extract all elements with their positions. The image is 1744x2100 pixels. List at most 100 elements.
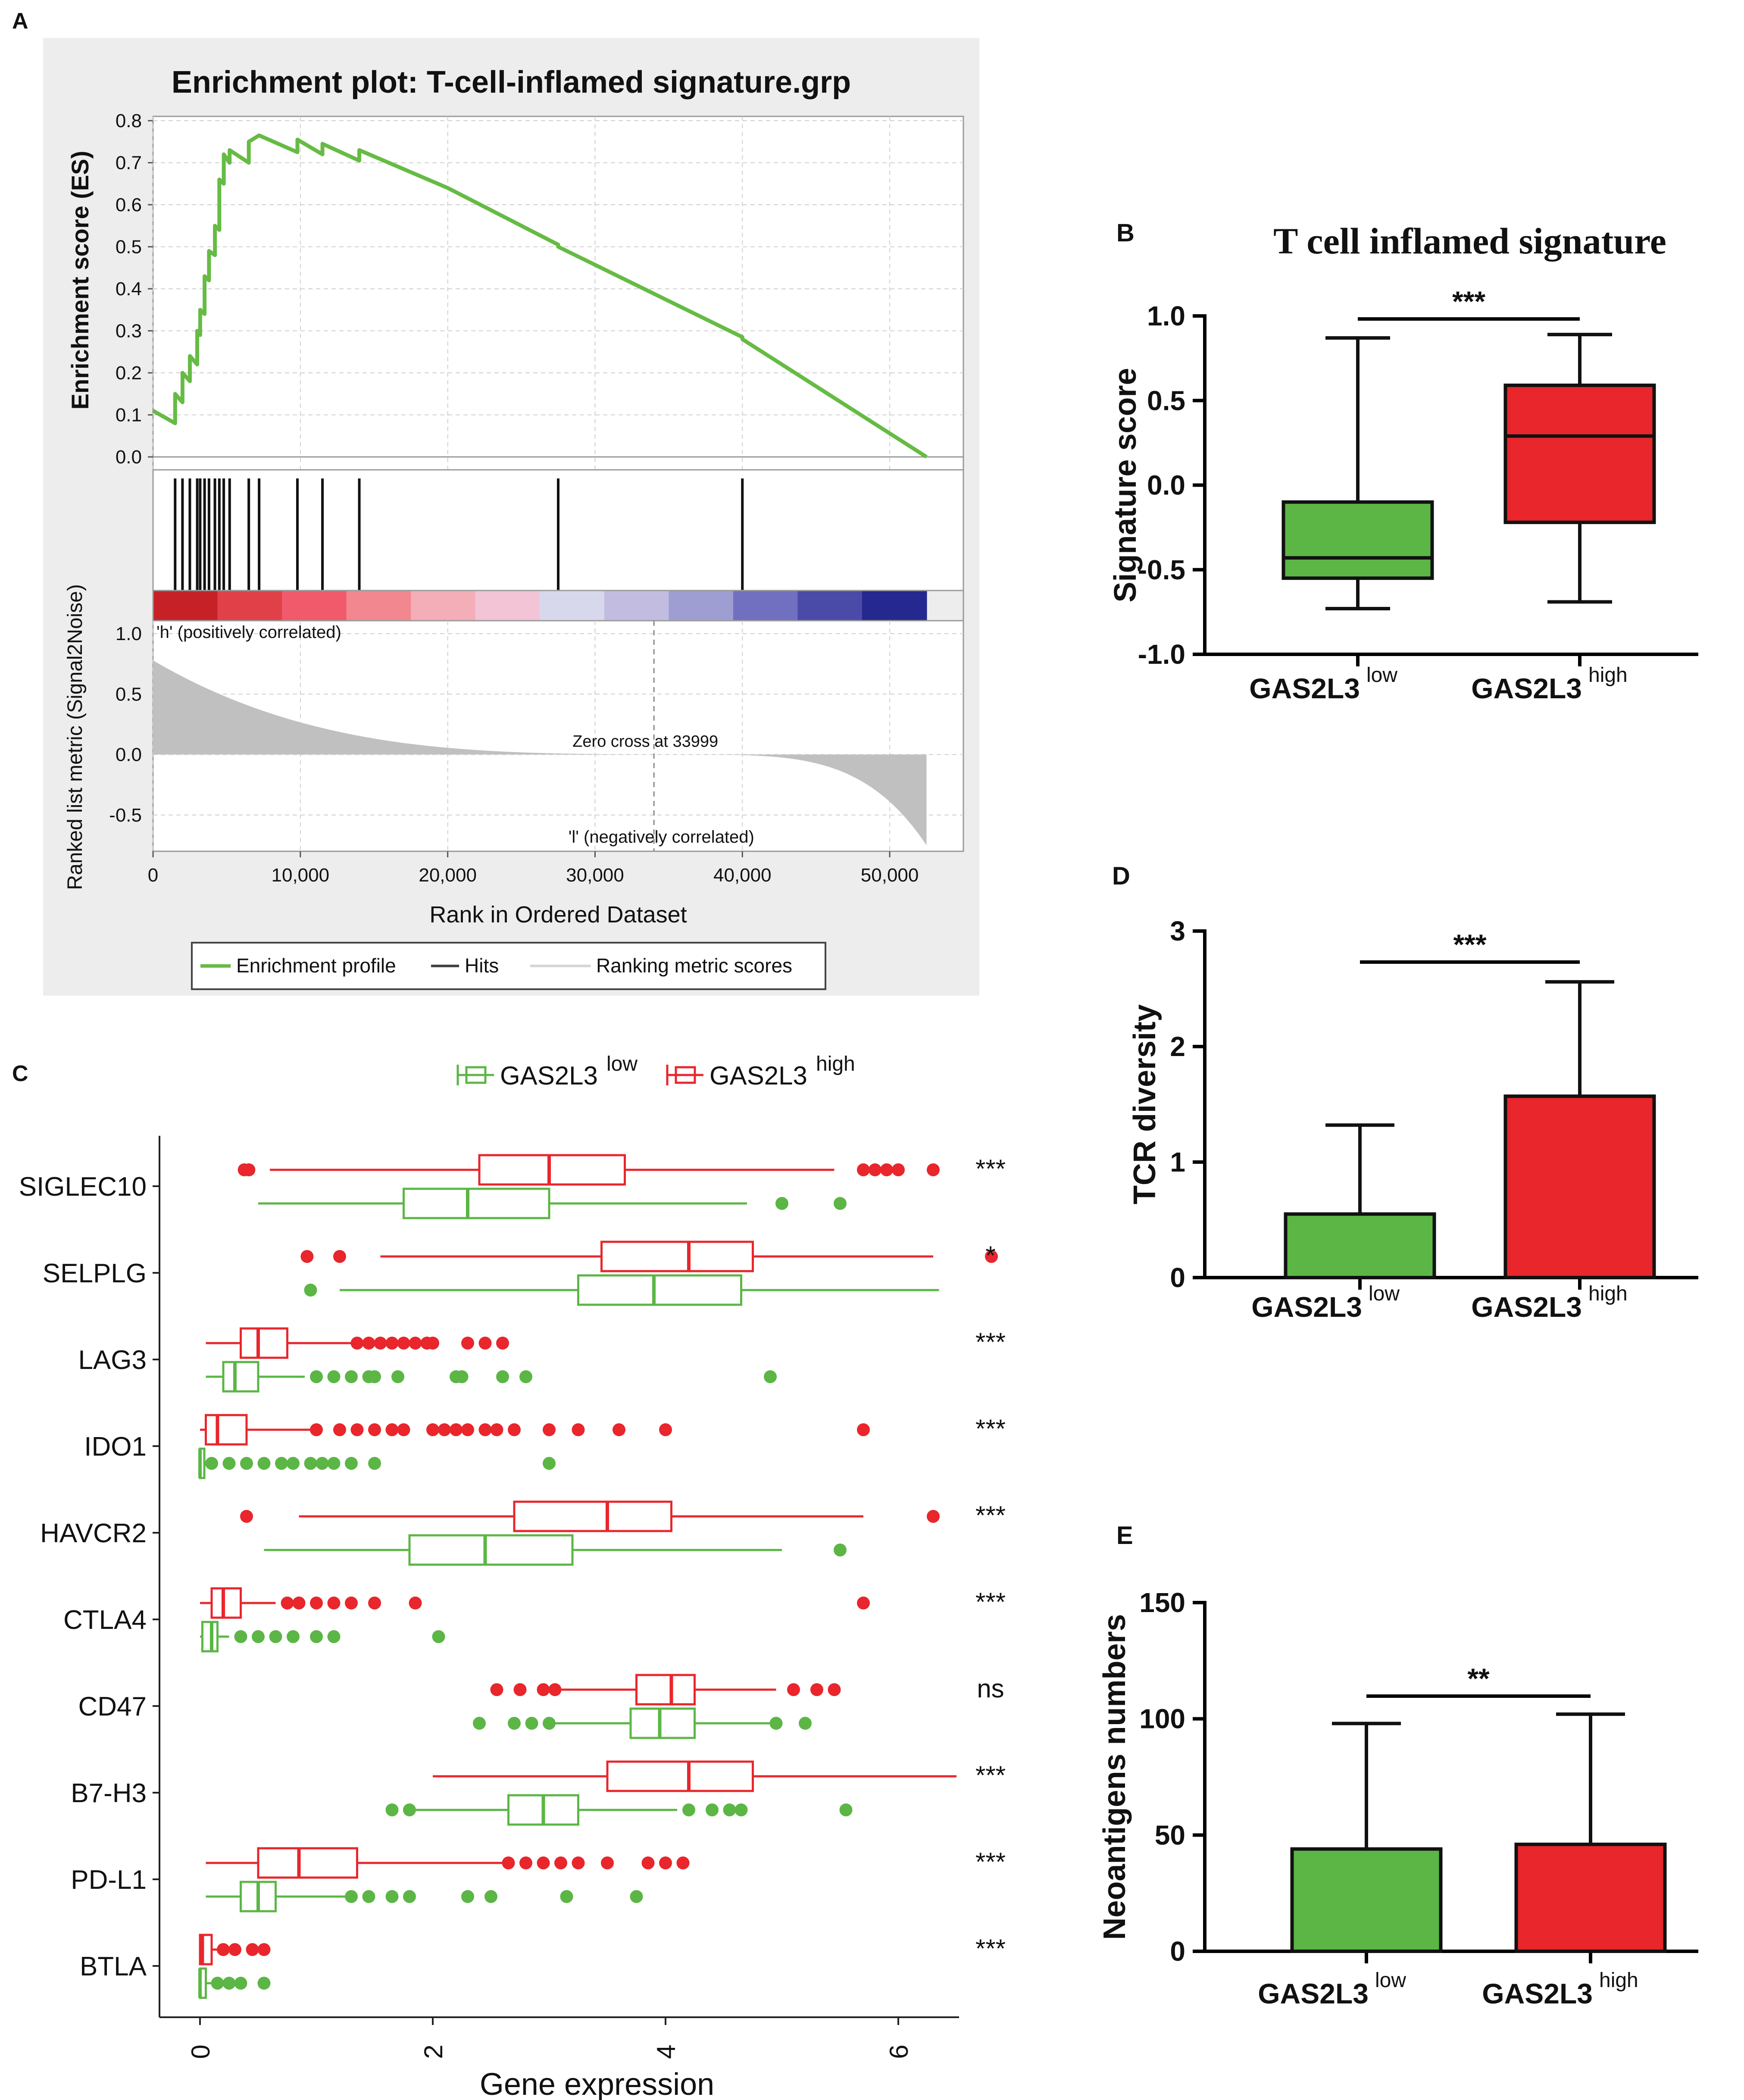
outlier-point: [222, 1457, 236, 1470]
outlier-point: [292, 1597, 306, 1609]
x-tick-label: 50,000: [861, 865, 919, 886]
box-high-ctla4: [200, 1587, 870, 1619]
outlier-point: [345, 1890, 358, 1903]
outlier-point: [461, 1890, 474, 1903]
y-tick-label: 1.0: [1147, 300, 1185, 331]
outlier-point: [368, 1423, 381, 1436]
outlier-point: [333, 1250, 346, 1263]
outlier-point: [880, 1163, 893, 1176]
legend-label-ranking: Ranking metric scores: [596, 954, 792, 977]
x-tick-label: 0: [186, 2044, 215, 2059]
x-tick-label: 4: [652, 2044, 681, 2059]
category-label-low: GAS2L3: [1249, 672, 1360, 704]
outlier-point: [450, 1423, 463, 1436]
ranking-heat-segment: [669, 591, 734, 621]
outlier-point: [478, 1337, 492, 1350]
category-superscript-high: high: [1599, 1969, 1638, 1992]
box-high-selplg: [300, 1241, 998, 1272]
outlier-point: [834, 1197, 847, 1210]
box-low-ctla4: [200, 1621, 445, 1653]
outlier-point: [572, 1423, 585, 1436]
box-low-btla: [198, 1967, 271, 1999]
outlier-point: [537, 1683, 550, 1696]
outlier-point: [310, 1597, 323, 1609]
gene-label-cd47: CD47: [78, 1692, 147, 1722]
outlier-point: [572, 1856, 585, 1869]
outlier-point: [257, 1943, 271, 1956]
outlier-point: [525, 1717, 538, 1730]
box: [257, 1847, 358, 1879]
legend-label: GAS2L3: [500, 1061, 598, 1090]
significance-label: **: [1467, 1662, 1490, 1694]
y-tick-label: 2: [1170, 1031, 1185, 1062]
outlier-point: [368, 1457, 381, 1470]
outlier-point: [659, 1423, 672, 1436]
ranking-heat-segment: [862, 591, 927, 621]
y-axis-label: TCR diversity: [1128, 1004, 1162, 1204]
category-label-high: GAS2L3: [1482, 1978, 1593, 2009]
es-plot-area: [152, 116, 964, 471]
outlier-point: [333, 1423, 346, 1436]
significance-havcr2: ***: [975, 1501, 1006, 1530]
ranking-heat-segment: [797, 591, 863, 621]
outlier-point: [310, 1423, 323, 1436]
box: [408, 1534, 574, 1566]
outlier-point: [857, 1597, 870, 1609]
category-label-high: GAS2L3: [1471, 1291, 1582, 1323]
outlier-point: [834, 1544, 847, 1556]
x-tick-label: 30,000: [566, 865, 624, 886]
box-high-siglec10: [238, 1154, 940, 1186]
gene-label-ido1: IDO1: [84, 1432, 147, 1462]
significance-pd-l1: ***: [975, 1847, 1006, 1876]
box-low-b7-h3: [385, 1794, 853, 1826]
outlier-point: [234, 1977, 247, 1990]
significance-cd47: ns: [977, 1674, 1004, 1703]
panel-label-b: B: [1116, 219, 1135, 247]
outlier-point: [240, 1457, 253, 1470]
outlier-point: [385, 1423, 399, 1436]
outlier-point: [775, 1197, 788, 1210]
box-low-ido1: [198, 1447, 556, 1479]
metric-y-axis-label: Ranked list metric (Signal2Noise): [64, 584, 87, 890]
box: [513, 1500, 672, 1532]
significance-siglec10: ***: [975, 1154, 1006, 1183]
significance-ido1: ***: [975, 1414, 1006, 1443]
outlier-point: [350, 1423, 364, 1436]
outlier-point: [397, 1423, 410, 1436]
legend-label: GAS2L3: [709, 1061, 807, 1090]
outlier-point: [368, 1597, 381, 1609]
box: [577, 1274, 742, 1306]
outlier-point: [350, 1337, 364, 1350]
gene-label-btla: BTLA: [80, 1952, 147, 1981]
y-tick-label: 0.5: [1147, 385, 1185, 416]
legend-superscript: low: [606, 1053, 638, 1075]
gsea-legend: Enrichment profile Hits Ranking metric sco…: [191, 942, 826, 990]
outlier-point: [287, 1457, 300, 1470]
es-y-tick-label: 0.7: [116, 153, 142, 174]
ranking-heat-segment: [733, 591, 798, 621]
zero-cross-label: Zero cross at 33999: [572, 733, 718, 751]
panel-label-a: A: [12, 9, 28, 34]
outlier-point: [828, 1683, 841, 1696]
panel-b: B T cell inflamed signature 1.0 0.5 0.0 -0.5 -…: [1108, 219, 1698, 704]
ranking-heat-segment: [217, 591, 283, 621]
metric-y-tick-label: 0.5: [116, 684, 142, 705]
x-tick-label: 20,000: [419, 865, 477, 886]
box: [629, 1707, 696, 1739]
panel-label-d: D: [1112, 862, 1130, 890]
box: [478, 1154, 626, 1186]
outlier-point: [461, 1337, 474, 1350]
y-tick-label: -1.0: [1138, 639, 1185, 670]
outlier-point: [304, 1284, 317, 1297]
box-high-lag3: [206, 1327, 509, 1359]
box: [222, 1361, 259, 1393]
outlier-point: [304, 1457, 317, 1470]
outlier-point: [287, 1630, 300, 1643]
gene-label-b7-h3: B7-H3: [71, 1778, 147, 1808]
outlier-point: [543, 1717, 556, 1730]
x-axis-label: Rank in Ordered Dataset: [429, 902, 687, 928]
outlier-point: [257, 1457, 271, 1470]
outlier-point: [734, 1803, 748, 1816]
box: [403, 1188, 550, 1219]
